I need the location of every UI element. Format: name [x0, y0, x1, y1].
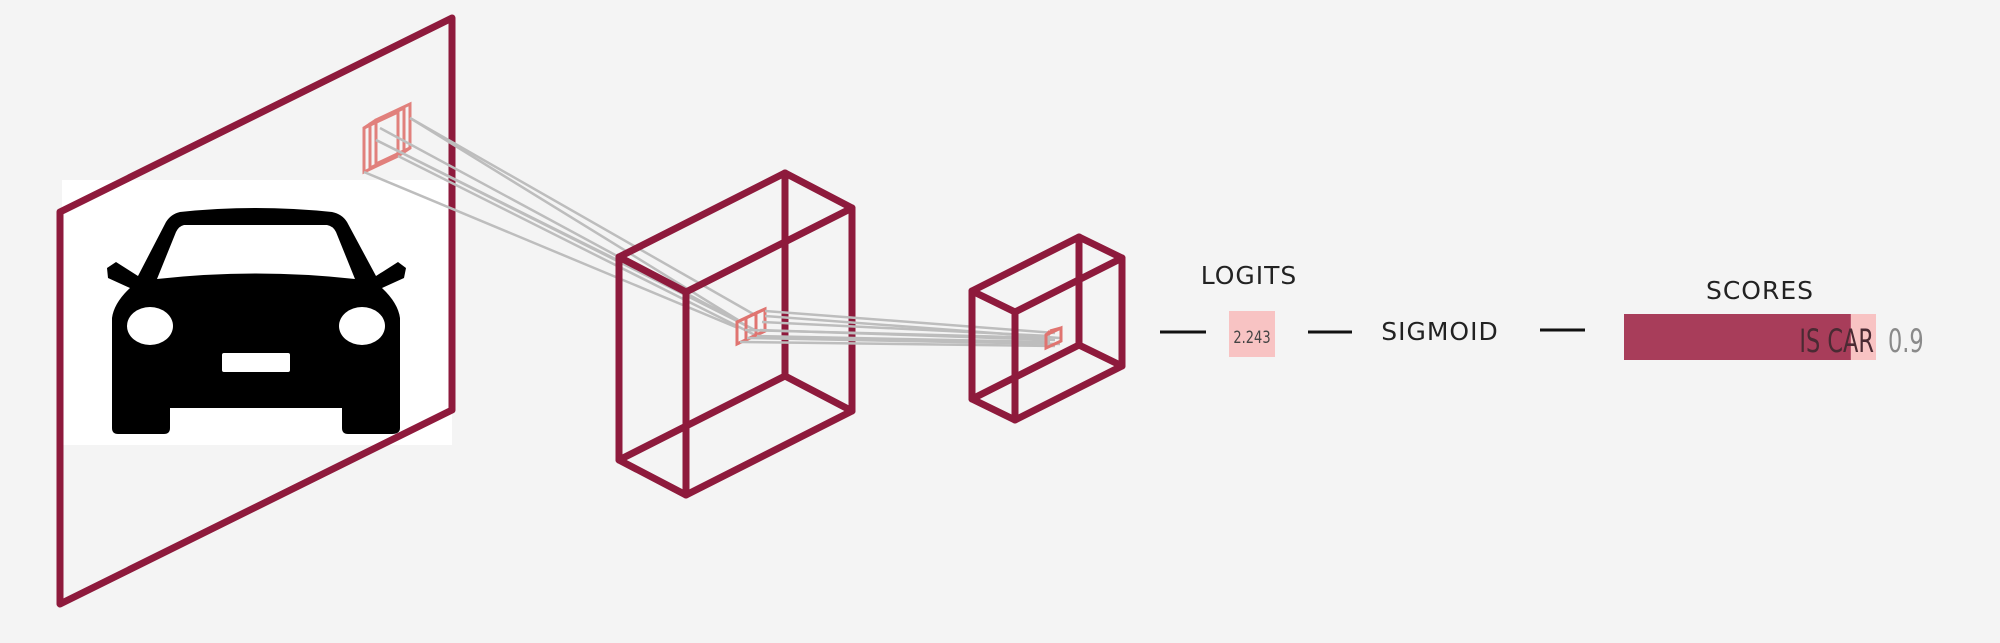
logits-label: LOGITS: [1201, 261, 1298, 290]
score-value: 0.9: [1888, 322, 1924, 360]
conv1-feature-block: [615, 169, 856, 499]
conv2-feature-block: [968, 233, 1126, 424]
flow-connectors: [1160, 328, 1585, 334]
sigmoid-label: SIGMOID: [1381, 317, 1499, 346]
input-plane: [56, 14, 456, 608]
scores-label: SCORES: [1706, 276, 1814, 305]
logit-value: 2.243: [1233, 327, 1270, 347]
conv2-kernel: [1044, 325, 1063, 351]
connections-conv1-to-conv2: [739, 309, 1061, 348]
car-icon: [107, 208, 406, 434]
logit-value-box: [1229, 311, 1275, 357]
score-bar-fill: [1624, 314, 1851, 360]
input-plane-frame: [56, 14, 456, 608]
conv1-kernel: [735, 306, 767, 347]
score-class-label: IS CAR: [1799, 322, 1874, 360]
input-kernel: [362, 101, 412, 175]
